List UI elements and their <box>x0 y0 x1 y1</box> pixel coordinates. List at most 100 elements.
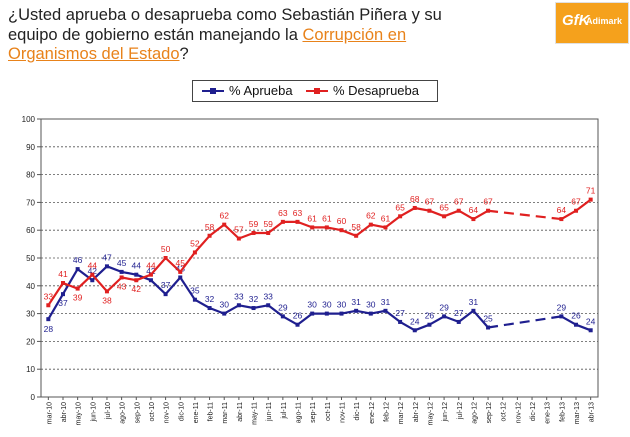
data-point <box>368 222 373 227</box>
x-tick-label: ene-11 <box>193 402 200 423</box>
y-tick-label: 90 <box>26 143 35 152</box>
data-label: 43 <box>117 281 127 291</box>
data-point <box>75 267 80 272</box>
x-tick-label: abr-11 <box>237 402 244 422</box>
legend-label-desaprueba: % Desaprueba <box>333 83 419 98</box>
x-tick-label: may-10 <box>76 402 83 425</box>
y-tick-label: 40 <box>26 282 35 291</box>
x-tick-label: dic-10 <box>178 402 185 421</box>
legend-label-aprueba: % Aprueba <box>229 83 293 98</box>
x-tick-label: jun-11 <box>266 402 273 422</box>
x-tick-label: oct-11 <box>325 402 332 421</box>
data-point <box>104 289 109 294</box>
data-point <box>236 236 241 241</box>
data-label: 44 <box>88 261 98 271</box>
y-tick-label: 100 <box>22 115 36 124</box>
data-point <box>471 308 476 313</box>
data-label: 59 <box>249 219 259 229</box>
data-point <box>486 325 491 330</box>
x-tick-label: may-11 <box>252 402 259 425</box>
data-point <box>119 269 124 274</box>
data-label: 26 <box>293 311 303 321</box>
data-point <box>559 314 564 319</box>
data-point <box>280 219 285 224</box>
x-tick-label: mar-11 <box>222 402 229 424</box>
data-label: 28 <box>44 324 54 334</box>
data-point <box>398 319 403 324</box>
data-point <box>427 322 432 327</box>
data-label: 60 <box>337 216 347 226</box>
data-label: 42 <box>88 266 98 276</box>
data-label: 30 <box>307 300 317 310</box>
data-point <box>280 314 285 319</box>
x-tick-label: oct-10 <box>149 402 156 422</box>
data-point <box>339 311 344 316</box>
data-point <box>148 272 153 277</box>
data-label: 50 <box>161 244 171 254</box>
logo-text: Adimark <box>586 16 623 26</box>
title-text: ¿Usted aprueba o desaprueba como Sebasti… <box>8 6 442 44</box>
x-tick-label: sep-12 <box>486 402 493 424</box>
data-point <box>134 278 139 283</box>
legend-line-desaprueba-icon <box>306 88 328 94</box>
data-point <box>90 278 95 283</box>
x-tick-label: jun-12 <box>442 402 449 423</box>
gfk-adimark-logo: GfK Adimark <box>555 2 629 44</box>
y-tick-label: 0 <box>31 393 36 402</box>
data-label: 59 <box>263 219 273 229</box>
x-tick-label: sep-11 <box>310 402 317 423</box>
data-label: 65 <box>395 202 405 212</box>
y-tick-label: 20 <box>26 337 35 346</box>
data-point <box>178 269 183 274</box>
data-label: 38 <box>102 295 112 305</box>
data-label: 33 <box>263 291 273 301</box>
x-tick-label: ago-10 <box>120 402 127 424</box>
title-end: ? <box>179 45 189 63</box>
data-point <box>90 272 95 277</box>
x-tick-label: abr-13 <box>589 402 596 422</box>
legend-line-aprueba-icon <box>202 88 224 94</box>
data-point <box>442 314 447 319</box>
x-tick-label: oct-12 <box>501 402 508 422</box>
data-point <box>60 281 65 286</box>
data-point <box>588 197 593 202</box>
data-point <box>266 303 271 308</box>
series-gap-line <box>487 209 562 221</box>
data-label: 24 <box>586 316 596 326</box>
data-label: 57 <box>234 225 244 235</box>
data-point <box>368 311 373 316</box>
series-gap-line <box>487 315 562 329</box>
data-point <box>207 233 212 238</box>
data-label: 31 <box>381 297 391 307</box>
data-label: 42 <box>146 266 156 276</box>
x-tick-label: jul-11 <box>281 402 288 420</box>
data-label: 68 <box>410 194 420 204</box>
data-label: 67 <box>483 197 493 207</box>
data-point <box>324 311 329 316</box>
data-label: 37 <box>58 298 68 308</box>
data-point <box>574 208 579 213</box>
data-label: 61 <box>381 213 391 223</box>
data-label: 61 <box>322 213 332 223</box>
data-point <box>339 228 344 233</box>
data-point <box>486 208 491 213</box>
data-label: 71 <box>586 186 596 196</box>
x-tick-label: feb-12 <box>383 402 390 422</box>
data-label: 67 <box>571 197 581 207</box>
data-label: 63 <box>293 208 303 218</box>
x-tick-label: may-12 <box>427 402 434 425</box>
y-tick-label: 60 <box>26 226 35 235</box>
data-point <box>295 322 300 327</box>
x-tick-label: nov-10 <box>164 402 171 424</box>
data-point <box>266 230 271 235</box>
data-label: 31 <box>469 297 479 307</box>
data-point <box>251 230 256 235</box>
data-label: 58 <box>205 222 215 232</box>
data-label: 31 <box>351 297 361 307</box>
data-label: 30 <box>337 300 347 310</box>
data-point <box>207 306 212 311</box>
data-label: 29 <box>557 302 567 312</box>
data-point <box>427 208 432 213</box>
y-tick-label: 70 <box>26 198 35 207</box>
